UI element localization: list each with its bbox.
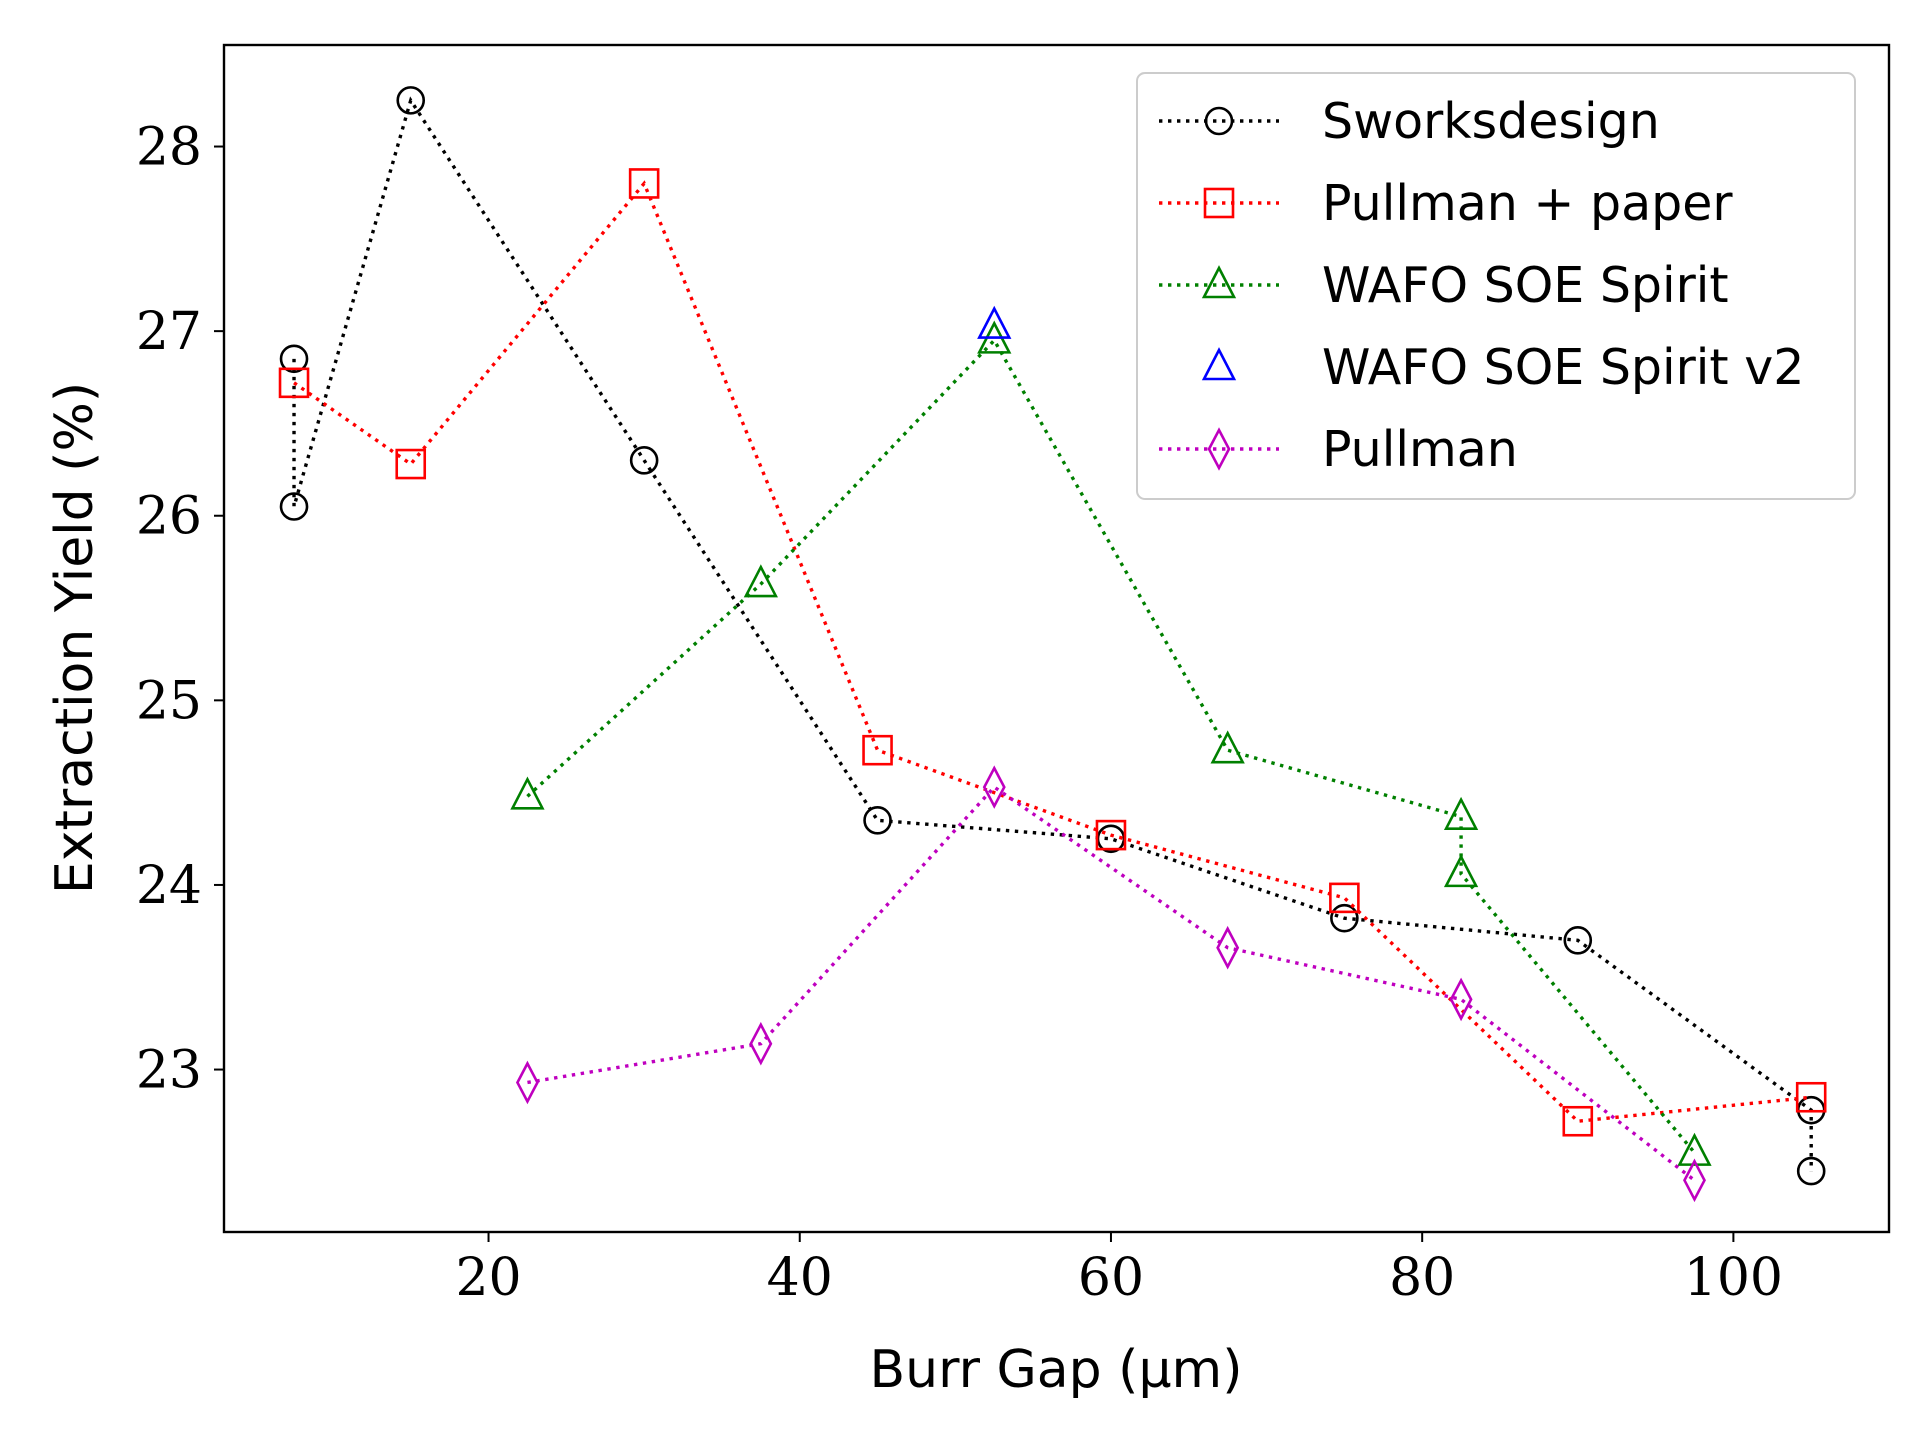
series-line — [527, 784, 1696, 1182]
legend-marker — [1201, 347, 1237, 381]
y-tick-label: 27 — [136, 302, 202, 362]
series-sworksdesign — [279, 86, 1826, 1186]
series-line — [292, 96, 1813, 1172]
data-point — [1443, 854, 1479, 888]
legend-marker — [1207, 427, 1231, 471]
series-pullman — [515, 765, 1706, 1203]
legend-marker — [1203, 187, 1235, 219]
y-tick-label: 26 — [136, 487, 202, 547]
legend-item-pullman-paper: Pullman + paper — [1159, 175, 1733, 232]
legend: Sworksdesign Pullman + paper WAFO SOE Spir… — [1136, 72, 1856, 500]
series-line — [293, 180, 1812, 1124]
series-line — [526, 337, 1696, 1154]
data-point — [1796, 1156, 1826, 1186]
data-point — [1683, 1158, 1706, 1203]
data-point — [515, 1060, 539, 1105]
y-tick-label: 25 — [136, 671, 202, 731]
data-point — [279, 492, 309, 521]
data-point — [1330, 903, 1359, 933]
data-point — [1795, 1081, 1827, 1113]
legend-label: Sworksdesign — [1322, 93, 1660, 150]
data-point — [749, 1021, 773, 1066]
data-point — [1216, 925, 1240, 970]
y-tick-label: 24 — [136, 856, 202, 916]
data-point — [396, 86, 426, 115]
data-point — [743, 564, 778, 598]
data-point — [1210, 730, 1245, 764]
data-point — [863, 806, 892, 835]
legend-label: Pullman + paper — [1322, 175, 1733, 232]
legend-label: WAFO SOE Spirit — [1322, 257, 1729, 314]
x-tick-label: 80 — [1389, 1248, 1455, 1308]
legend-label: Pullman — [1322, 421, 1518, 478]
legend-marker — [1201, 265, 1237, 299]
data-point — [1095, 819, 1127, 851]
data-point — [1677, 1132, 1712, 1166]
series-pullman-paper — [278, 168, 1827, 1137]
data-point — [279, 344, 309, 374]
series-wafo-soe-spirit-v2 — [977, 305, 1012, 339]
data-point — [1563, 926, 1593, 955]
data-point — [628, 168, 660, 199]
x-tick-label: 100 — [1684, 1248, 1783, 1308]
x-tick-label: 40 — [767, 1248, 833, 1308]
legend-item-sworksdesign: Sworksdesign — [1159, 93, 1660, 150]
data-point — [1449, 977, 1473, 1022]
y-tick-label: 28 — [136, 118, 202, 178]
data-point — [982, 765, 1006, 809]
data-point — [395, 448, 427, 480]
data-point — [977, 305, 1012, 339]
legend-frame — [1136, 72, 1856, 500]
x-tick-label: 20 — [455, 1248, 521, 1308]
y-axis-title: Extraction Yield (%) — [45, 382, 105, 894]
data-point — [1443, 796, 1479, 830]
legend-label: WAFO SOE Spirit v2 — [1322, 339, 1804, 396]
x-tick-label: 60 — [1078, 1248, 1144, 1308]
x-axis-title: Burr Gap (μm) — [869, 1340, 1242, 1400]
data-point — [510, 776, 545, 810]
legend-item-wafo-soe-spirit: WAFO SOE Spirit — [1159, 257, 1729, 314]
data-point — [629, 446, 659, 475]
y-tick-label: 23 — [136, 1041, 202, 1101]
data-point — [862, 734, 893, 766]
data-point — [1329, 882, 1360, 914]
data-point — [1562, 1105, 1594, 1137]
data-point — [278, 367, 310, 399]
legend-item-wafo-soe-spirit-v2: WAFO SOE Spirit v2 — [1201, 339, 1804, 396]
legend-item-pullman: Pullman — [1159, 421, 1518, 478]
legend-marker — [1204, 106, 1234, 136]
